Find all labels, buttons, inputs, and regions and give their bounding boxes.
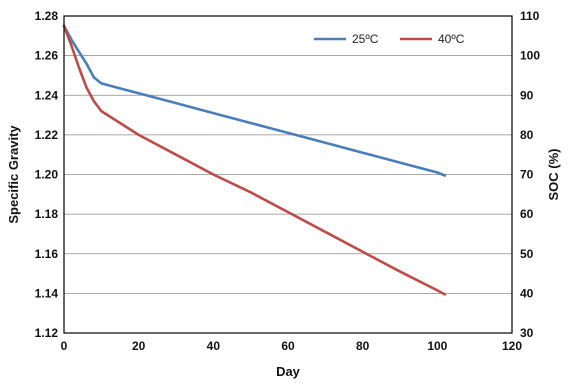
y-tick-label: 1.28 xyxy=(35,9,59,23)
y-tick-label: 1.18 xyxy=(35,207,59,221)
x-tick-label: 60 xyxy=(281,339,295,353)
legend: 25ºC 40ºC xyxy=(314,32,465,46)
y-tick-label: 1.26 xyxy=(35,49,59,63)
y-tick-label: 1.22 xyxy=(35,128,59,142)
y-axis-title: Specific Gravity xyxy=(6,125,21,224)
y-tick-label: 1.20 xyxy=(35,168,59,182)
y2-tick-label: 30 xyxy=(520,326,534,340)
x-tick-label: 20 xyxy=(132,339,146,353)
y2-axis-title: SOC (%) xyxy=(546,149,561,201)
legend-label-2: 40ºC xyxy=(438,32,465,46)
x-tick-label: 80 xyxy=(356,339,370,353)
x-axis-title: Day xyxy=(276,364,301,379)
x-tick-label: 40 xyxy=(207,339,221,353)
series-lines xyxy=(62,24,447,296)
y2-tick-label: 70 xyxy=(520,168,534,182)
y2-tick-label: 60 xyxy=(520,207,534,221)
y2-tick-label: 80 xyxy=(520,128,534,142)
y2-tick-label: 50 xyxy=(520,247,534,261)
y2-tick-label: 100 xyxy=(520,49,540,63)
y2-tick-label: 90 xyxy=(520,88,534,102)
y-tick-label: 1.16 xyxy=(35,247,59,261)
x-tick-label: 0 xyxy=(61,339,68,353)
y2-tick-label: 110 xyxy=(520,9,540,23)
x-tick-label: 120 xyxy=(502,339,522,353)
x-tick-label: 100 xyxy=(427,339,447,353)
series-line-2 xyxy=(62,24,447,296)
y-tick-label: 1.12 xyxy=(35,326,59,340)
y-tick-label: 1.14 xyxy=(35,286,59,300)
legend-label-1: 25ºC xyxy=(352,32,379,46)
plot-area-frame xyxy=(63,15,513,334)
tick-labels: 1.12 1.14 1.16 1.18 1.20 1.22 1.24 1.26 1.28 30 40… xyxy=(35,9,541,353)
y2-tick-label: 40 xyxy=(520,286,534,300)
y-tick-label: 1.24 xyxy=(35,88,59,102)
series-line-1 xyxy=(62,24,447,177)
